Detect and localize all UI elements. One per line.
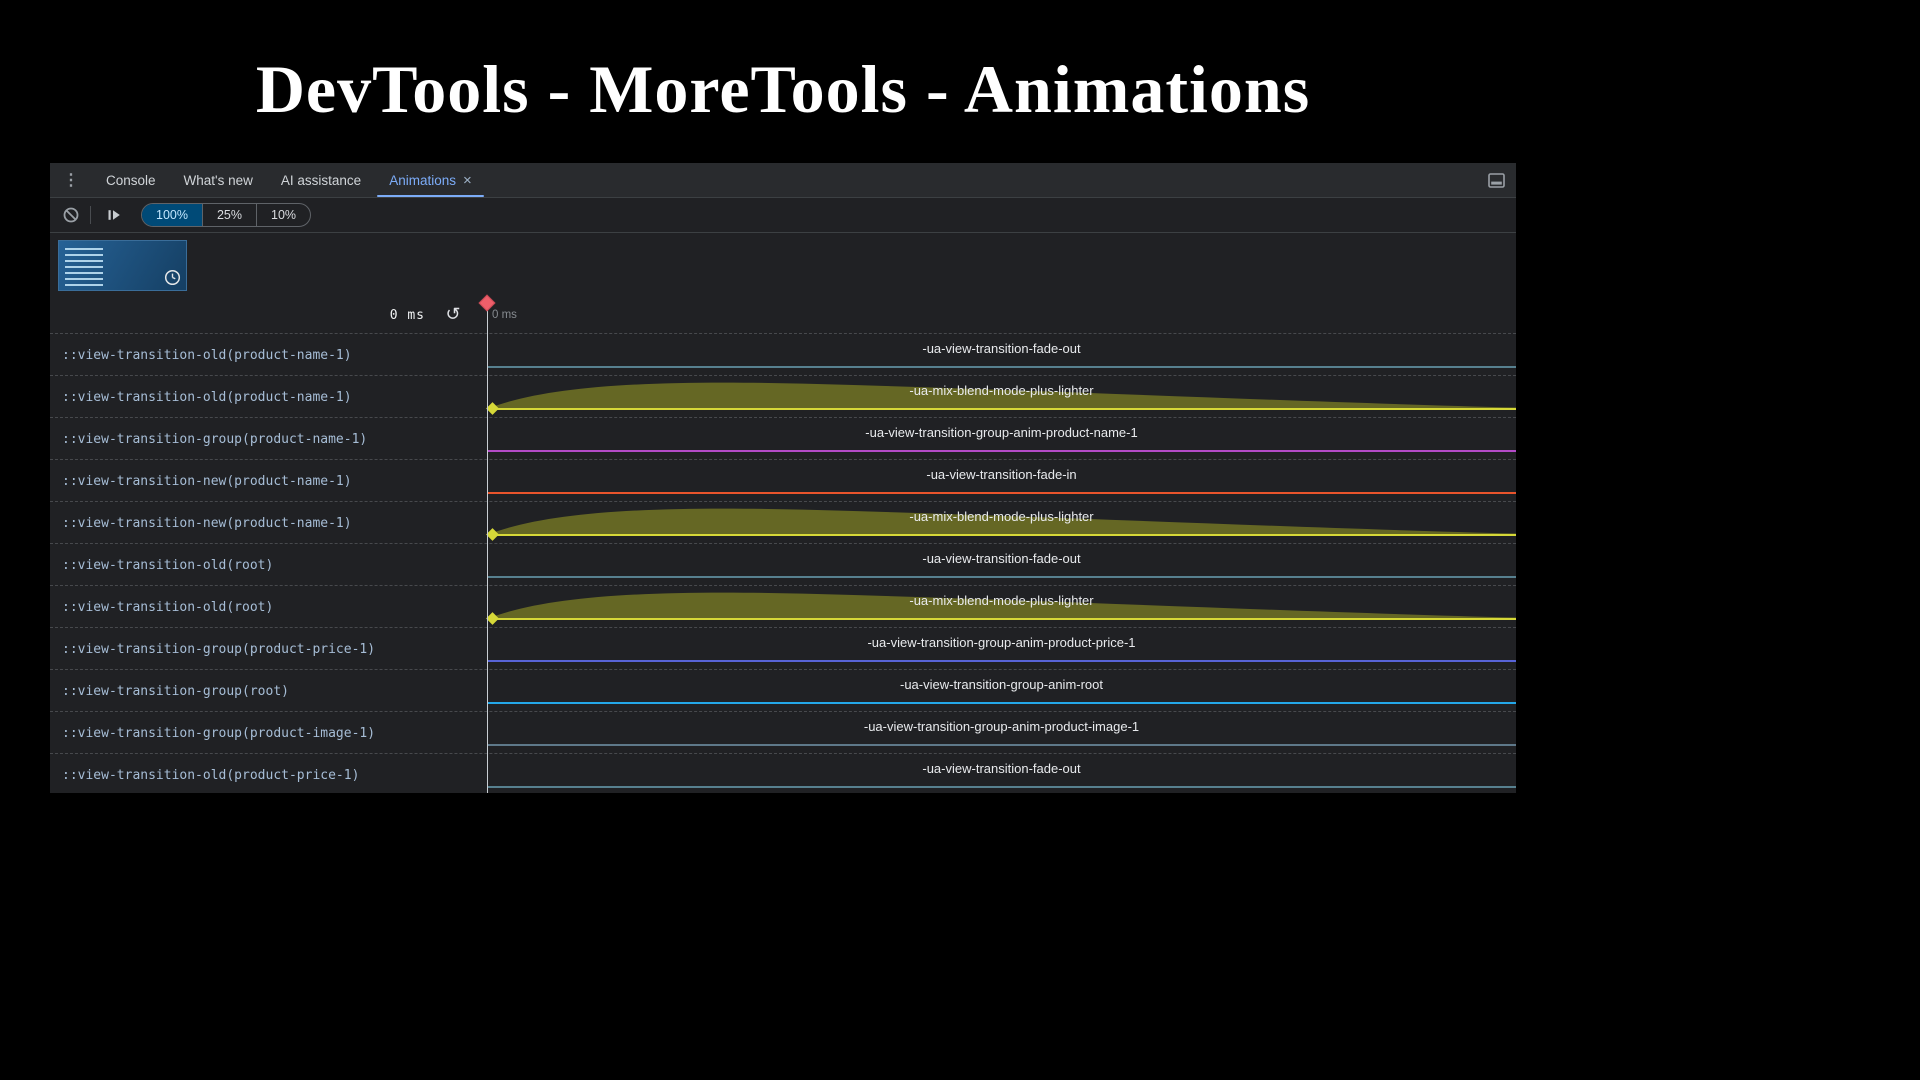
row-selector-label: ::view-transition-old(root) [62, 544, 273, 586]
current-time-label: 0 ms [50, 298, 425, 333]
timeline-header: 0 ms ↺ 0 ms [50, 298, 1516, 333]
kebab-menu-button[interactable]: ⋮ [50, 163, 92, 197]
animation-name-label: -ua-mix-blend-mode-plus-lighter [487, 383, 1516, 398]
playhead-line [487, 298, 488, 793]
animation-name-label: -ua-view-transition-fade-out [487, 761, 1516, 776]
tab-label: AI assistance [281, 173, 361, 188]
dock-to-bottom-icon [1488, 173, 1505, 188]
tab-label: Console [106, 173, 156, 188]
animation-bar[interactable] [487, 744, 1516, 746]
animation-name-label: -ua-mix-blend-mode-plus-lighter [487, 509, 1516, 524]
animations-toolbar: 100% 25% 10% [50, 198, 1516, 233]
animation-bar[interactable] [487, 534, 1516, 536]
preview-content-lines [65, 248, 103, 290]
row-selector-label: ::view-transition-group(product-price-1) [62, 628, 375, 670]
tab-label: What's new [184, 173, 253, 188]
rate-label: 25% [217, 208, 242, 222]
rate-label: 100% [156, 208, 188, 222]
animation-bar[interactable] [487, 408, 1516, 410]
devtools-panel: ⋮ Console What's new AI assistance Anima… [50, 163, 1516, 793]
animation-preview-strip [50, 233, 1516, 298]
animation-track[interactable]: -ua-view-transition-group-anim-product-i… [487, 712, 1516, 754]
tab-whats-new[interactable]: What's new [170, 163, 267, 197]
animation-row[interactable]: ::view-transition-old(product-price-1) -… [50, 753, 1516, 793]
row-selector-label: ::view-transition-group(root) [62, 670, 289, 712]
animation-name-label: -ua-view-transition-fade-out [487, 341, 1516, 356]
animation-track[interactable]: -ua-view-transition-group-anim-product-p… [487, 628, 1516, 670]
rate-100-button[interactable]: 100% [142, 204, 202, 226]
rate-10-button[interactable]: 10% [256, 204, 310, 226]
animation-bar[interactable] [487, 702, 1516, 704]
animation-rows: ::view-transition-old(product-name-1) -u… [50, 333, 1516, 793]
animation-track[interactable]: -ua-mix-blend-mode-plus-lighter [487, 502, 1516, 544]
animation-row[interactable]: ::view-transition-new(product-name-1) -u… [50, 459, 1516, 501]
row-selector-label: ::view-transition-new(product-name-1) [62, 502, 352, 544]
animation-bar[interactable] [487, 492, 1516, 494]
circle-slash-icon [62, 206, 80, 224]
kebab-icon: ⋮ [63, 170, 79, 190]
animation-track[interactable]: -ua-view-transition-group-anim-product-n… [487, 418, 1516, 460]
close-icon[interactable]: × [463, 173, 472, 188]
animation-row[interactable]: ::view-transition-group(product-price-1)… [50, 627, 1516, 669]
animation-bar[interactable] [487, 786, 1516, 788]
animation-row[interactable]: ::view-transition-old(root) -ua-view-tra… [50, 543, 1516, 585]
animation-bar[interactable] [487, 450, 1516, 452]
row-selector-label: ::view-transition-old(product-name-1) [62, 334, 352, 376]
animation-row[interactable]: ::view-transition-group(product-image-1)… [50, 711, 1516, 753]
animation-track[interactable]: -ua-view-transition-fade-in [487, 460, 1516, 502]
row-selector-label: ::view-transition-group(product-name-1) [62, 418, 367, 460]
row-selector-label: ::view-transition-old(product-name-1) [62, 376, 352, 418]
clear-all-button[interactable] [54, 202, 88, 228]
toolbar-separator [90, 206, 91, 224]
tab-ai-assistance[interactable]: AI assistance [267, 163, 375, 197]
animation-name-label: -ua-view-transition-group-anim-product-i… [487, 719, 1516, 734]
replay-icon: ↺ [445, 304, 460, 324]
tab-console[interactable]: Console [92, 163, 170, 197]
animation-name-label: -ua-mix-blend-mode-plus-lighter [487, 593, 1516, 608]
page-title: DevTools - MoreTools - Animations [0, 50, 1566, 129]
animation-name-label: -ua-view-transition-fade-in [487, 467, 1516, 482]
play-pause-icon [106, 207, 122, 223]
animation-row[interactable]: ::view-transition-old(root) -ua-mix-blen… [50, 585, 1516, 627]
animation-track[interactable]: -ua-view-transition-fade-out [487, 544, 1516, 586]
animation-row[interactable]: ::view-transition-old(product-name-1) -u… [50, 333, 1516, 375]
animation-bar[interactable] [487, 366, 1516, 368]
rate-25-button[interactable]: 25% [202, 204, 256, 226]
clock-icon [164, 269, 181, 286]
animation-row[interactable]: ::view-transition-new(product-name-1) -u… [50, 501, 1516, 543]
animation-bar[interactable] [487, 576, 1516, 578]
animation-name-label: -ua-view-transition-group-anim-product-p… [487, 635, 1516, 650]
dock-side-button[interactable] [1476, 163, 1516, 197]
animation-track[interactable]: -ua-view-transition-group-anim-root [487, 670, 1516, 712]
tab-label: Animations [389, 173, 456, 188]
timeline-grid-label: 0 ms [492, 309, 517, 321]
animation-name-label: -ua-view-transition-group-anim-product-n… [487, 425, 1516, 440]
row-selector-label: ::view-transition-old(product-price-1) [62, 754, 359, 793]
animation-name-label: -ua-view-transition-group-anim-root [487, 677, 1516, 692]
animation-name-label: -ua-view-transition-fade-out [487, 551, 1516, 566]
pause-resume-all-button[interactable] [97, 202, 131, 228]
animation-group-preview[interactable] [58, 240, 187, 291]
row-selector-label: ::view-transition-new(product-name-1) [62, 460, 352, 502]
playback-rate-group: 100% 25% 10% [141, 203, 311, 227]
replay-button[interactable]: ↺ [440, 298, 466, 333]
row-selector-label: ::view-transition-group(product-image-1) [62, 712, 375, 754]
animation-track[interactable]: -ua-view-transition-fade-out [487, 334, 1516, 376]
animation-row[interactable]: ::view-transition-group(root) -ua-view-t… [50, 669, 1516, 711]
animation-row[interactable]: ::view-transition-group(product-name-1) … [50, 417, 1516, 459]
tab-bar: ⋮ Console What's new AI assistance Anima… [50, 163, 1516, 198]
animation-bar[interactable] [487, 618, 1516, 620]
animation-track[interactable]: -ua-mix-blend-mode-plus-lighter [487, 586, 1516, 628]
rate-label: 10% [271, 208, 296, 222]
animation-bar[interactable] [487, 660, 1516, 662]
animation-row[interactable]: ::view-transition-old(product-name-1) -u… [50, 375, 1516, 417]
row-selector-label: ::view-transition-old(root) [62, 586, 273, 628]
animation-track[interactable]: -ua-mix-blend-mode-plus-lighter [487, 376, 1516, 418]
animation-track[interactable]: -ua-view-transition-fade-out [487, 754, 1516, 793]
tab-animations[interactable]: Animations × [375, 163, 486, 197]
